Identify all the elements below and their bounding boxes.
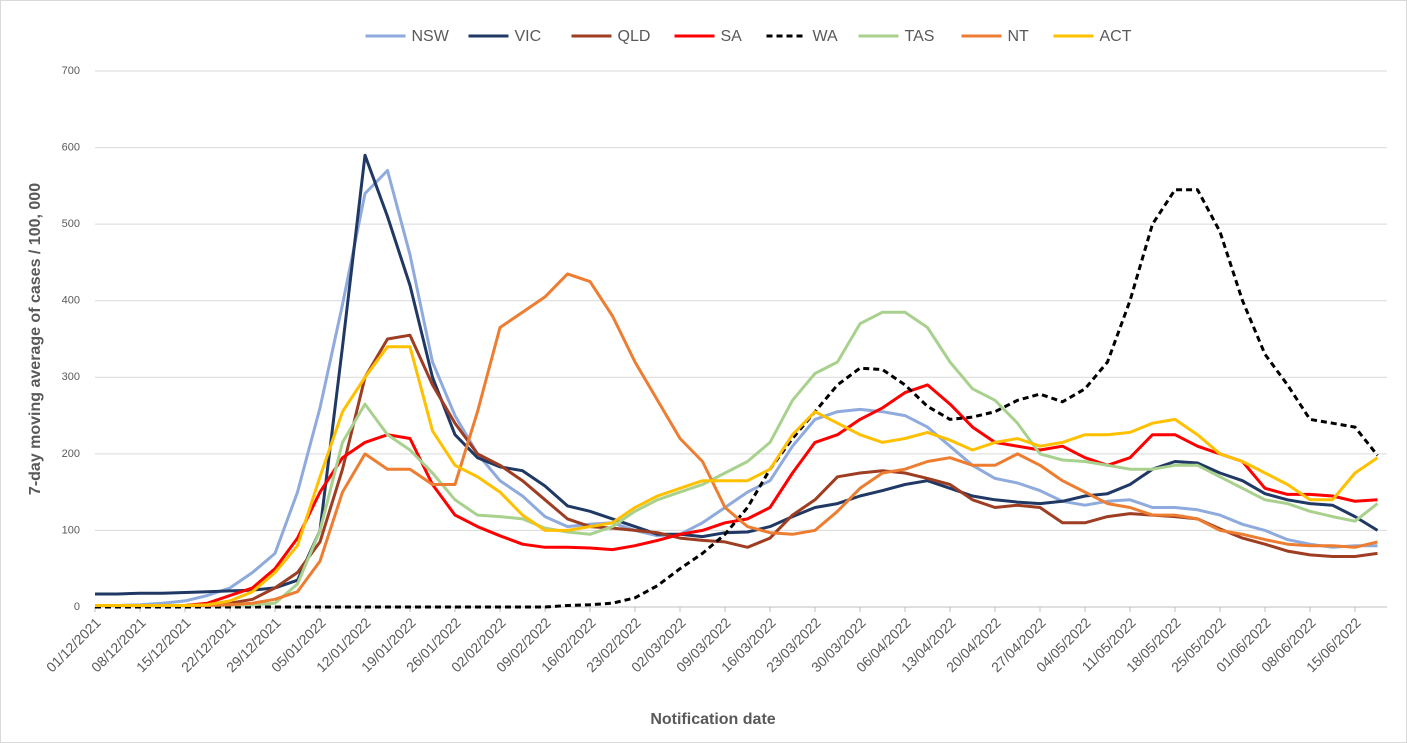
series-line: [95, 345, 1379, 607]
legend-label: WA: [813, 28, 839, 45]
legend-label: NSW: [412, 28, 450, 45]
legend-label: NT: [1008, 28, 1030, 45]
legend-label: ACT: [1100, 28, 1132, 45]
y-tick-label: 100: [62, 524, 80, 536]
series-line: [95, 169, 1378, 607]
legend-label: QLD: [618, 28, 651, 45]
legend-label: SA: [721, 28, 743, 45]
series-line: [95, 310, 1379, 607]
y-tick-label: 200: [62, 448, 80, 460]
x-axis-title: Notification date: [650, 711, 775, 728]
legend-label: VIC: [515, 28, 542, 45]
y-tick-label: 0: [74, 601, 80, 613]
y-tick-label: 500: [62, 218, 80, 230]
y-tick-label: 300: [62, 371, 80, 383]
y-tick-label: 700: [62, 65, 80, 77]
y-axis-title: 7-day moving average of cases / 100, 000: [27, 183, 44, 495]
series-line: [95, 188, 1379, 609]
legend-label: TAS: [905, 28, 935, 45]
y-tick-label: 400: [62, 295, 80, 307]
series-line: [95, 272, 1378, 607]
y-tick-label: 600: [62, 141, 80, 153]
